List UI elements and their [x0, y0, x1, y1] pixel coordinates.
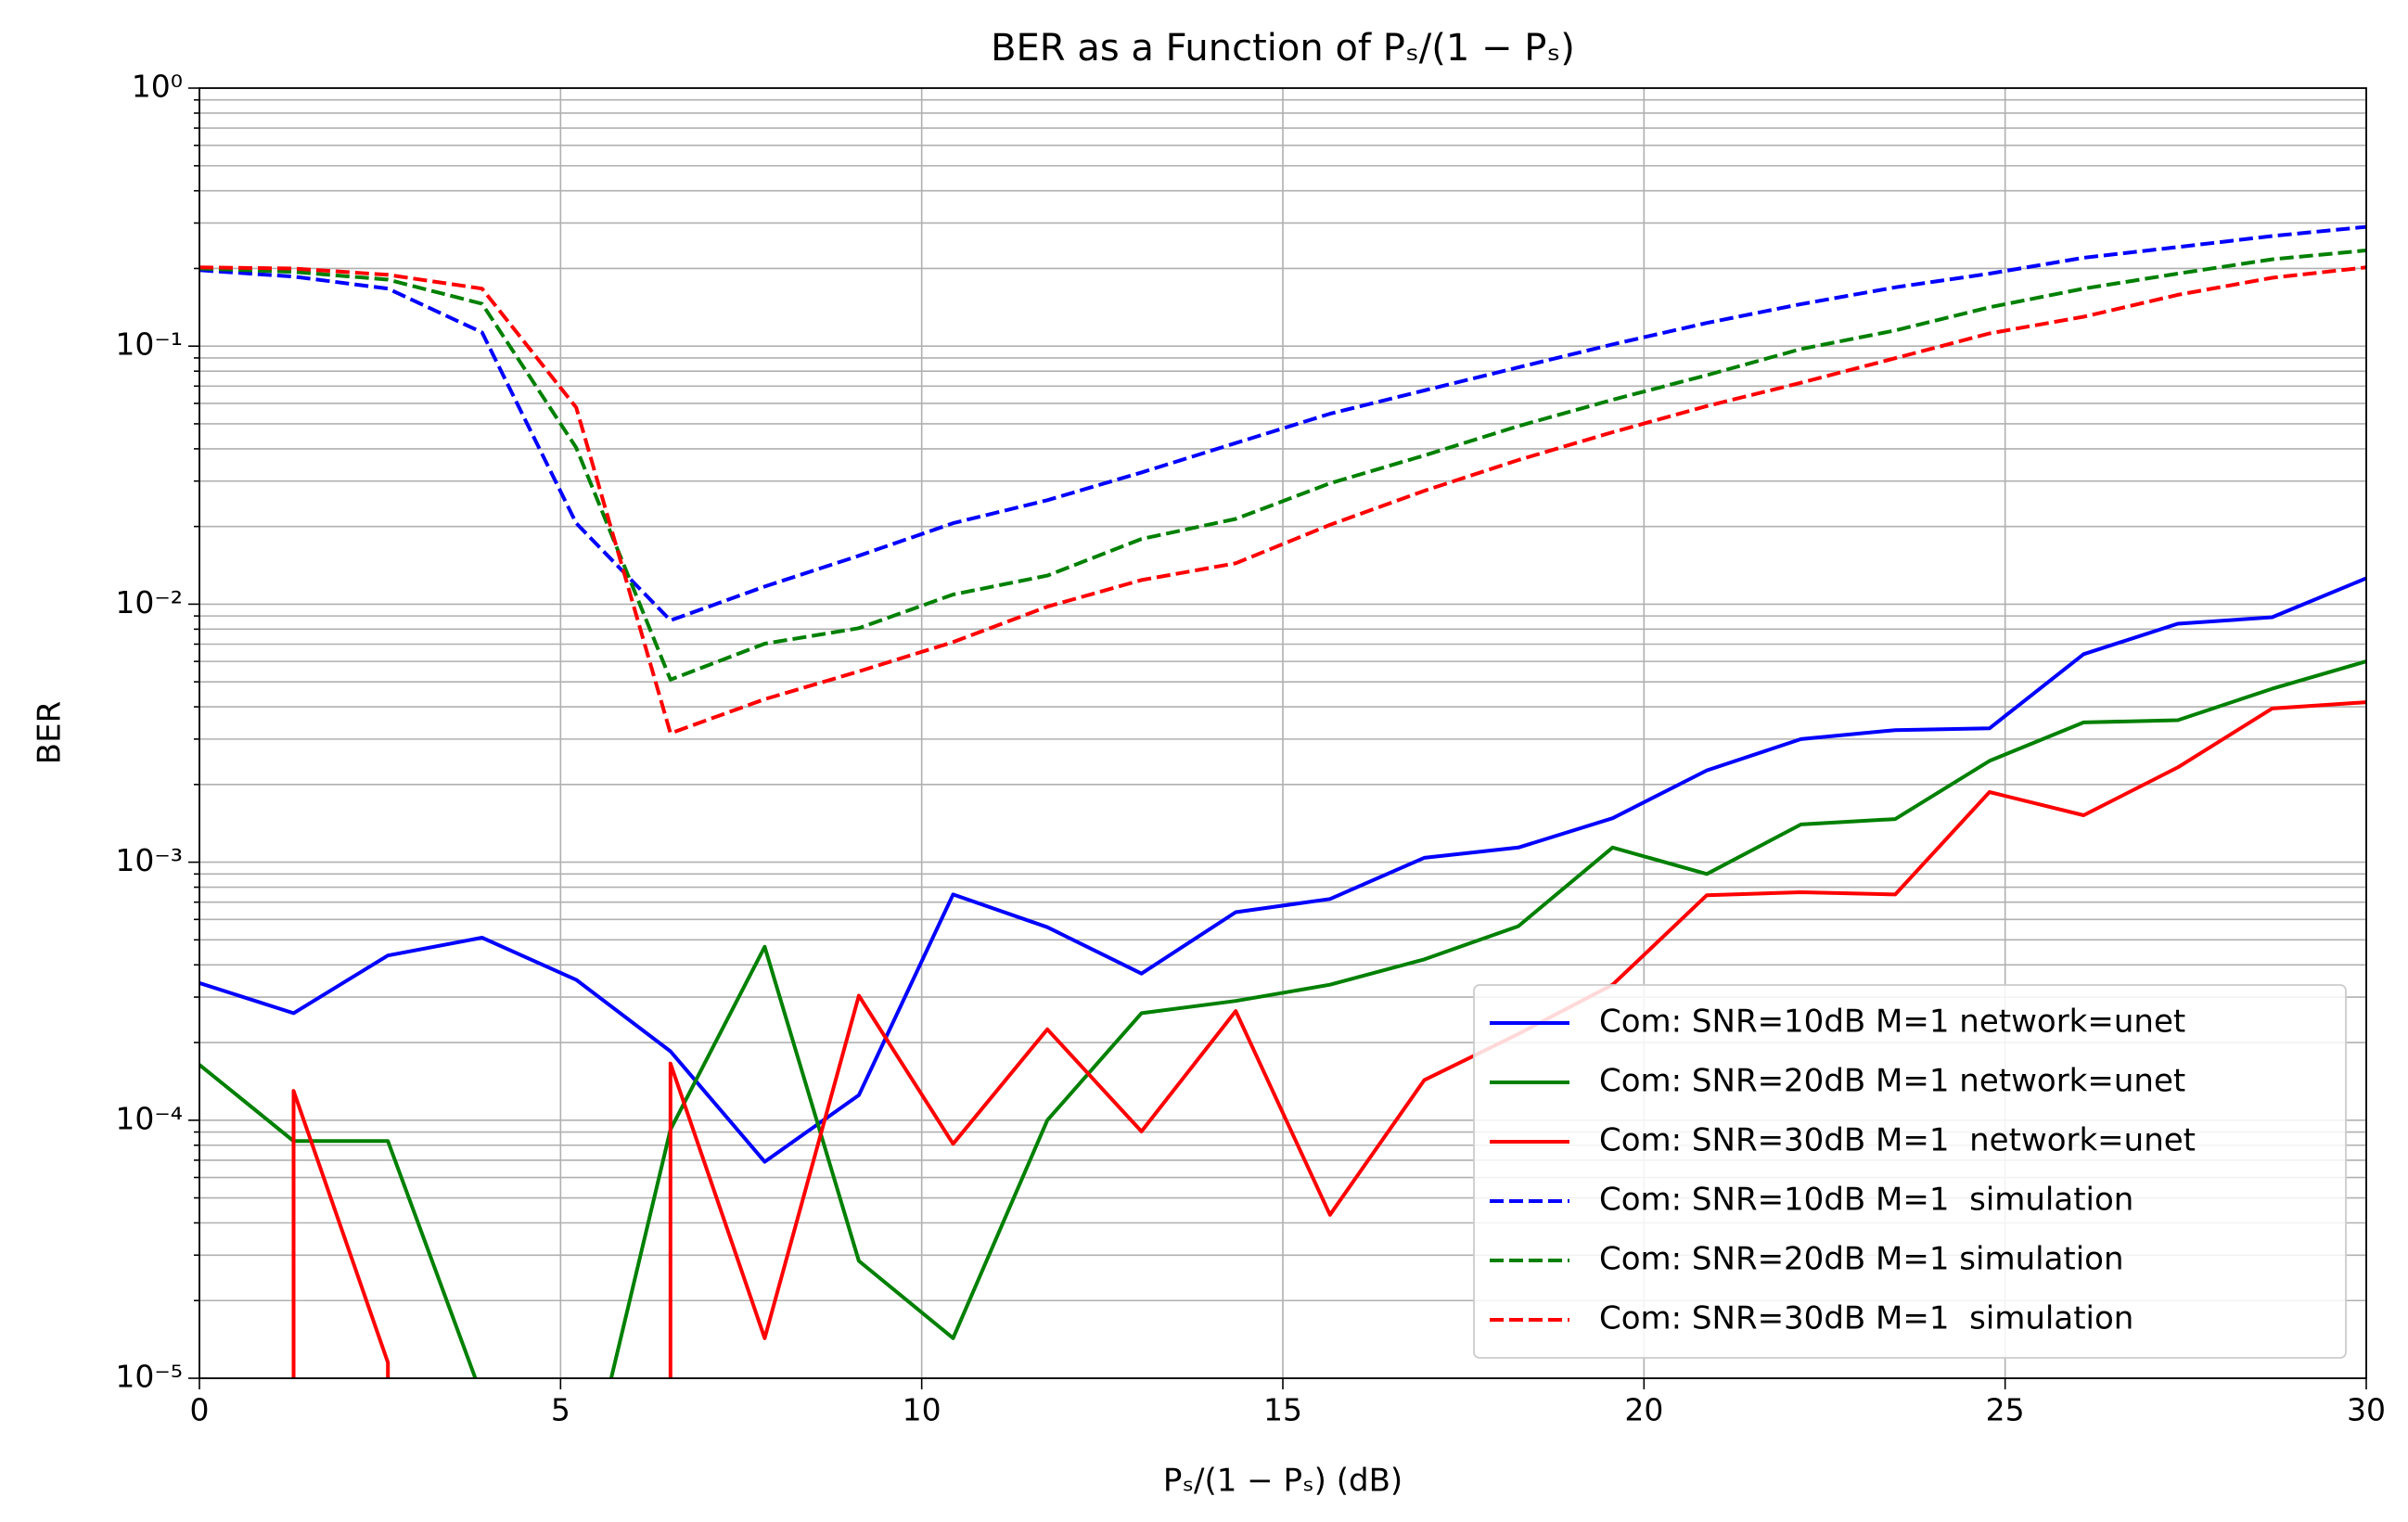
series-line — [199, 249, 2366, 682]
x-tick-label: 5 — [551, 1392, 570, 1428]
legend-label: Com: SNR=30dB M=1 simulation — [1599, 1300, 2133, 1337]
series-line — [199, 659, 2366, 1378]
legend-label: Com: SNR=30dB M=1 network=unet — [1599, 1122, 2196, 1159]
series-line — [199, 224, 2366, 622]
y-tick-label: 10⁻⁴ — [115, 1100, 183, 1136]
series-line — [199, 576, 2366, 1164]
series-line — [291, 700, 2366, 1378]
y-tick-label: 10⁻⁵ — [115, 1359, 183, 1395]
chart-title: BER as a Function of Pₛ/(1 − Pₛ) — [991, 27, 1575, 70]
legend-box — [1473, 984, 2347, 1359]
series-line — [199, 265, 2366, 735]
plot-frame — [199, 87, 2367, 1379]
y-tick-label: 10⁰ — [132, 69, 183, 105]
plot-area — [199, 224, 2366, 1378]
legend-label: Com: SNR=20dB M=1 simulation — [1599, 1241, 2124, 1278]
y-tick-label: 10⁻¹ — [115, 326, 183, 363]
x-tick-label: 10 — [903, 1392, 941, 1428]
y-axis-label: BER — [32, 701, 69, 764]
x-axis-label: Pₛ/(1 − Pₛ) (dB) — [1163, 1463, 1403, 1500]
x-tick-label: 20 — [1624, 1392, 1663, 1428]
x-tick-label: 0 — [190, 1392, 210, 1428]
y-tick-label: 10⁻² — [115, 584, 183, 620]
x-tick-label: 30 — [2347, 1392, 2386, 1428]
legend-label: Com: SNR=10dB M=1 network=unet — [1599, 1004, 2185, 1041]
x-tick-label: 15 — [1263, 1392, 1302, 1428]
y-tick-label: 10⁻³ — [115, 842, 183, 878]
legend-label: Com: SNR=20dB M=1 network=unet — [1599, 1063, 2185, 1100]
x-tick-label: 25 — [1986, 1392, 2025, 1428]
legend-label: Com: SNR=10dB M=1 simulation — [1599, 1182, 2133, 1219]
